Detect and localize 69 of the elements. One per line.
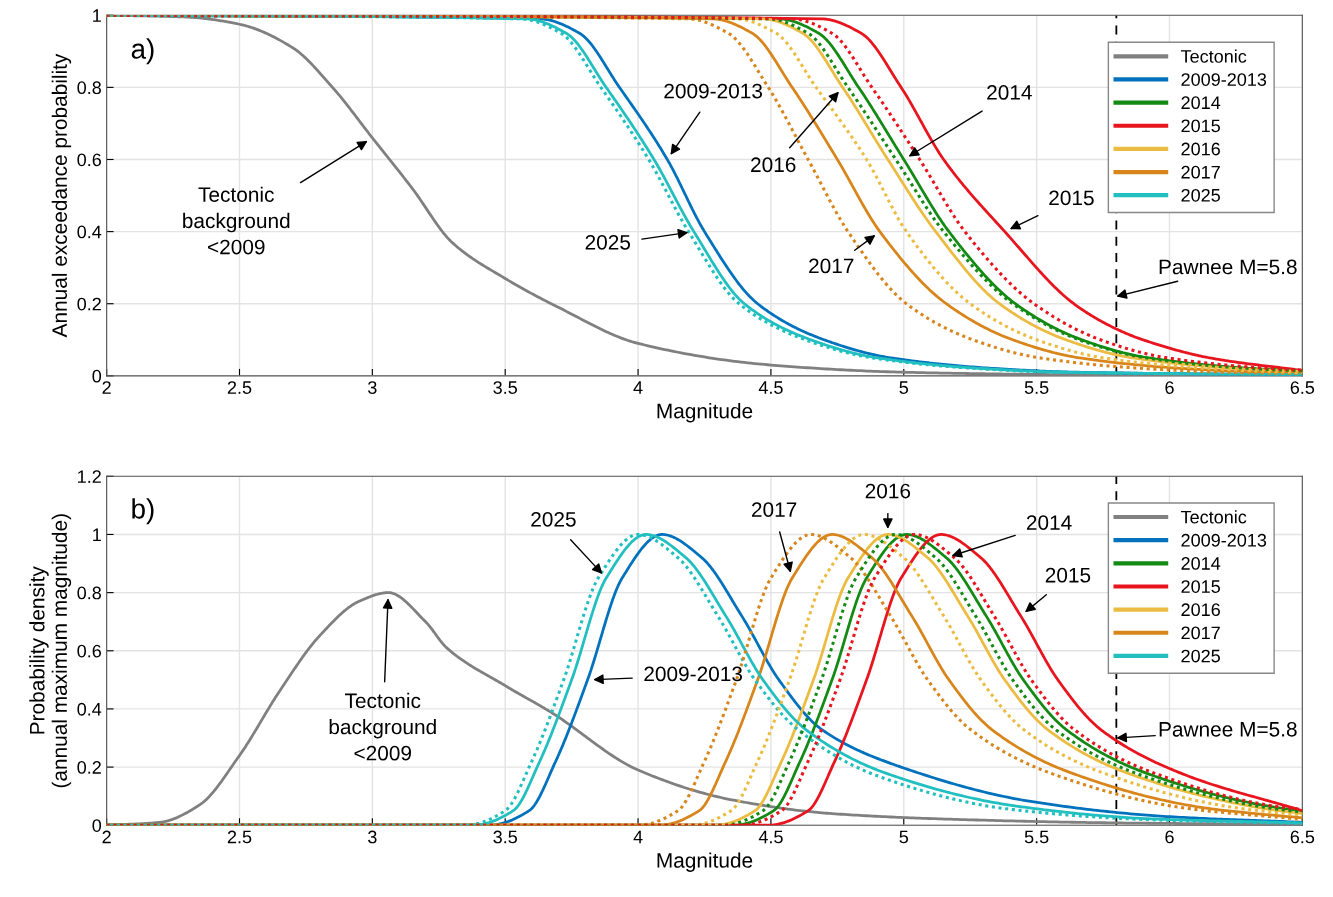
x-tick-label: 4 [633,381,643,394]
annotation: 2016 [865,483,911,499]
x-tick-label: 2.5 [227,830,252,844]
annotation: 2017 [752,502,797,517]
legend-label: 2009-2013 [1181,533,1267,547]
x-tick-label: 5.5 [1024,830,1049,844]
y-tick-label: 0.8 [77,586,101,600]
legend-label: 2016 [1181,603,1220,617]
annotation: 2017 [809,258,854,274]
legend-label: 2014 [1181,96,1221,110]
y-tick-label: 0.4 [77,702,102,716]
legend-label: Tectonic [1180,49,1247,63]
legend-label: 2015 [1181,580,1220,593]
y-tick-label: 0 [92,819,102,832]
ref-line-label: Pawnee M=5.8 [1159,721,1297,737]
y-tick-label: 0 [92,369,102,383]
annotation: 2025 [531,511,576,527]
annotation: a) [131,38,154,65]
legend-label: Tectonic [1180,510,1247,524]
x-axis-title: Magnitude [657,403,753,423]
annotation: 2025 [585,234,631,250]
annotation: Tectonic background <2009 [183,186,290,255]
y-tick-label: 1 [93,9,101,22]
legend-label: 2009-2013 [1181,73,1267,86]
x-tick-label: 6.5 [1290,381,1315,394]
x-tick-label: 5 [899,830,909,844]
annotation: b) [132,498,154,525]
x-tick-label: 6.5 [1290,830,1315,844]
legend-label: 2016 [1181,142,1220,156]
legend-label: 2025 [1181,649,1220,663]
y-tick-label: 1.2 [78,470,101,483]
x-tick-label: 2 [102,381,111,394]
y-tick-label: 0.6 [77,644,101,658]
x-tick-label: 5 [899,381,909,394]
x-tick-label: 3.5 [493,381,517,394]
x-tick-label: 3 [368,381,377,394]
x-tick-label: 6 [1165,381,1174,394]
legend-label: 2017 [1181,626,1220,640]
legend-label: 2017 [1181,165,1220,179]
annotation: 2014 [1026,515,1072,530]
ref-line-label: Pawnee M=5.8 [1159,259,1297,275]
y-tick-label: 0.2 [77,761,101,774]
annotation: Tectonic background <2009 [329,692,436,761]
annotation: 2009-2013 [644,666,743,682]
x-tick-label: 6 [1165,830,1174,844]
y-tick-label: 0.8 [77,81,101,95]
y-tick-label: 1 [93,528,101,541]
y-tick-label: 0.4 [77,225,102,239]
x-tick-label: 4.5 [758,381,783,394]
y-axis-title: Annual exceedance probability [51,53,72,338]
annotation: 2016 [751,157,796,173]
y-axis-title: Probability density (annual maximum magnitude) [29,514,72,788]
y-tick-label: 0.2 [77,297,101,311]
annotation: 2015 [1045,567,1091,583]
annotation: 2015 [1049,190,1094,206]
x-tick-label: 2 [102,830,111,844]
legend-label: 2025 [1181,188,1220,202]
legend-label: 2014 [1181,557,1221,570]
x-tick-label: 4.5 [758,830,783,844]
x-tick-label: 2.5 [227,381,252,394]
x-axis-title: Magnitude [657,852,753,872]
x-tick-label: 4 [633,830,643,844]
legend-label: 2015 [1181,119,1220,133]
y-tick-label: 0.6 [77,153,101,167]
x-tick-label: 5.5 [1024,381,1049,394]
annotation: 2009-2013 [664,83,763,99]
annotation: 2014 [987,85,1032,100]
x-tick-label: 3.5 [493,830,517,844]
x-tick-label: 3 [368,830,377,844]
